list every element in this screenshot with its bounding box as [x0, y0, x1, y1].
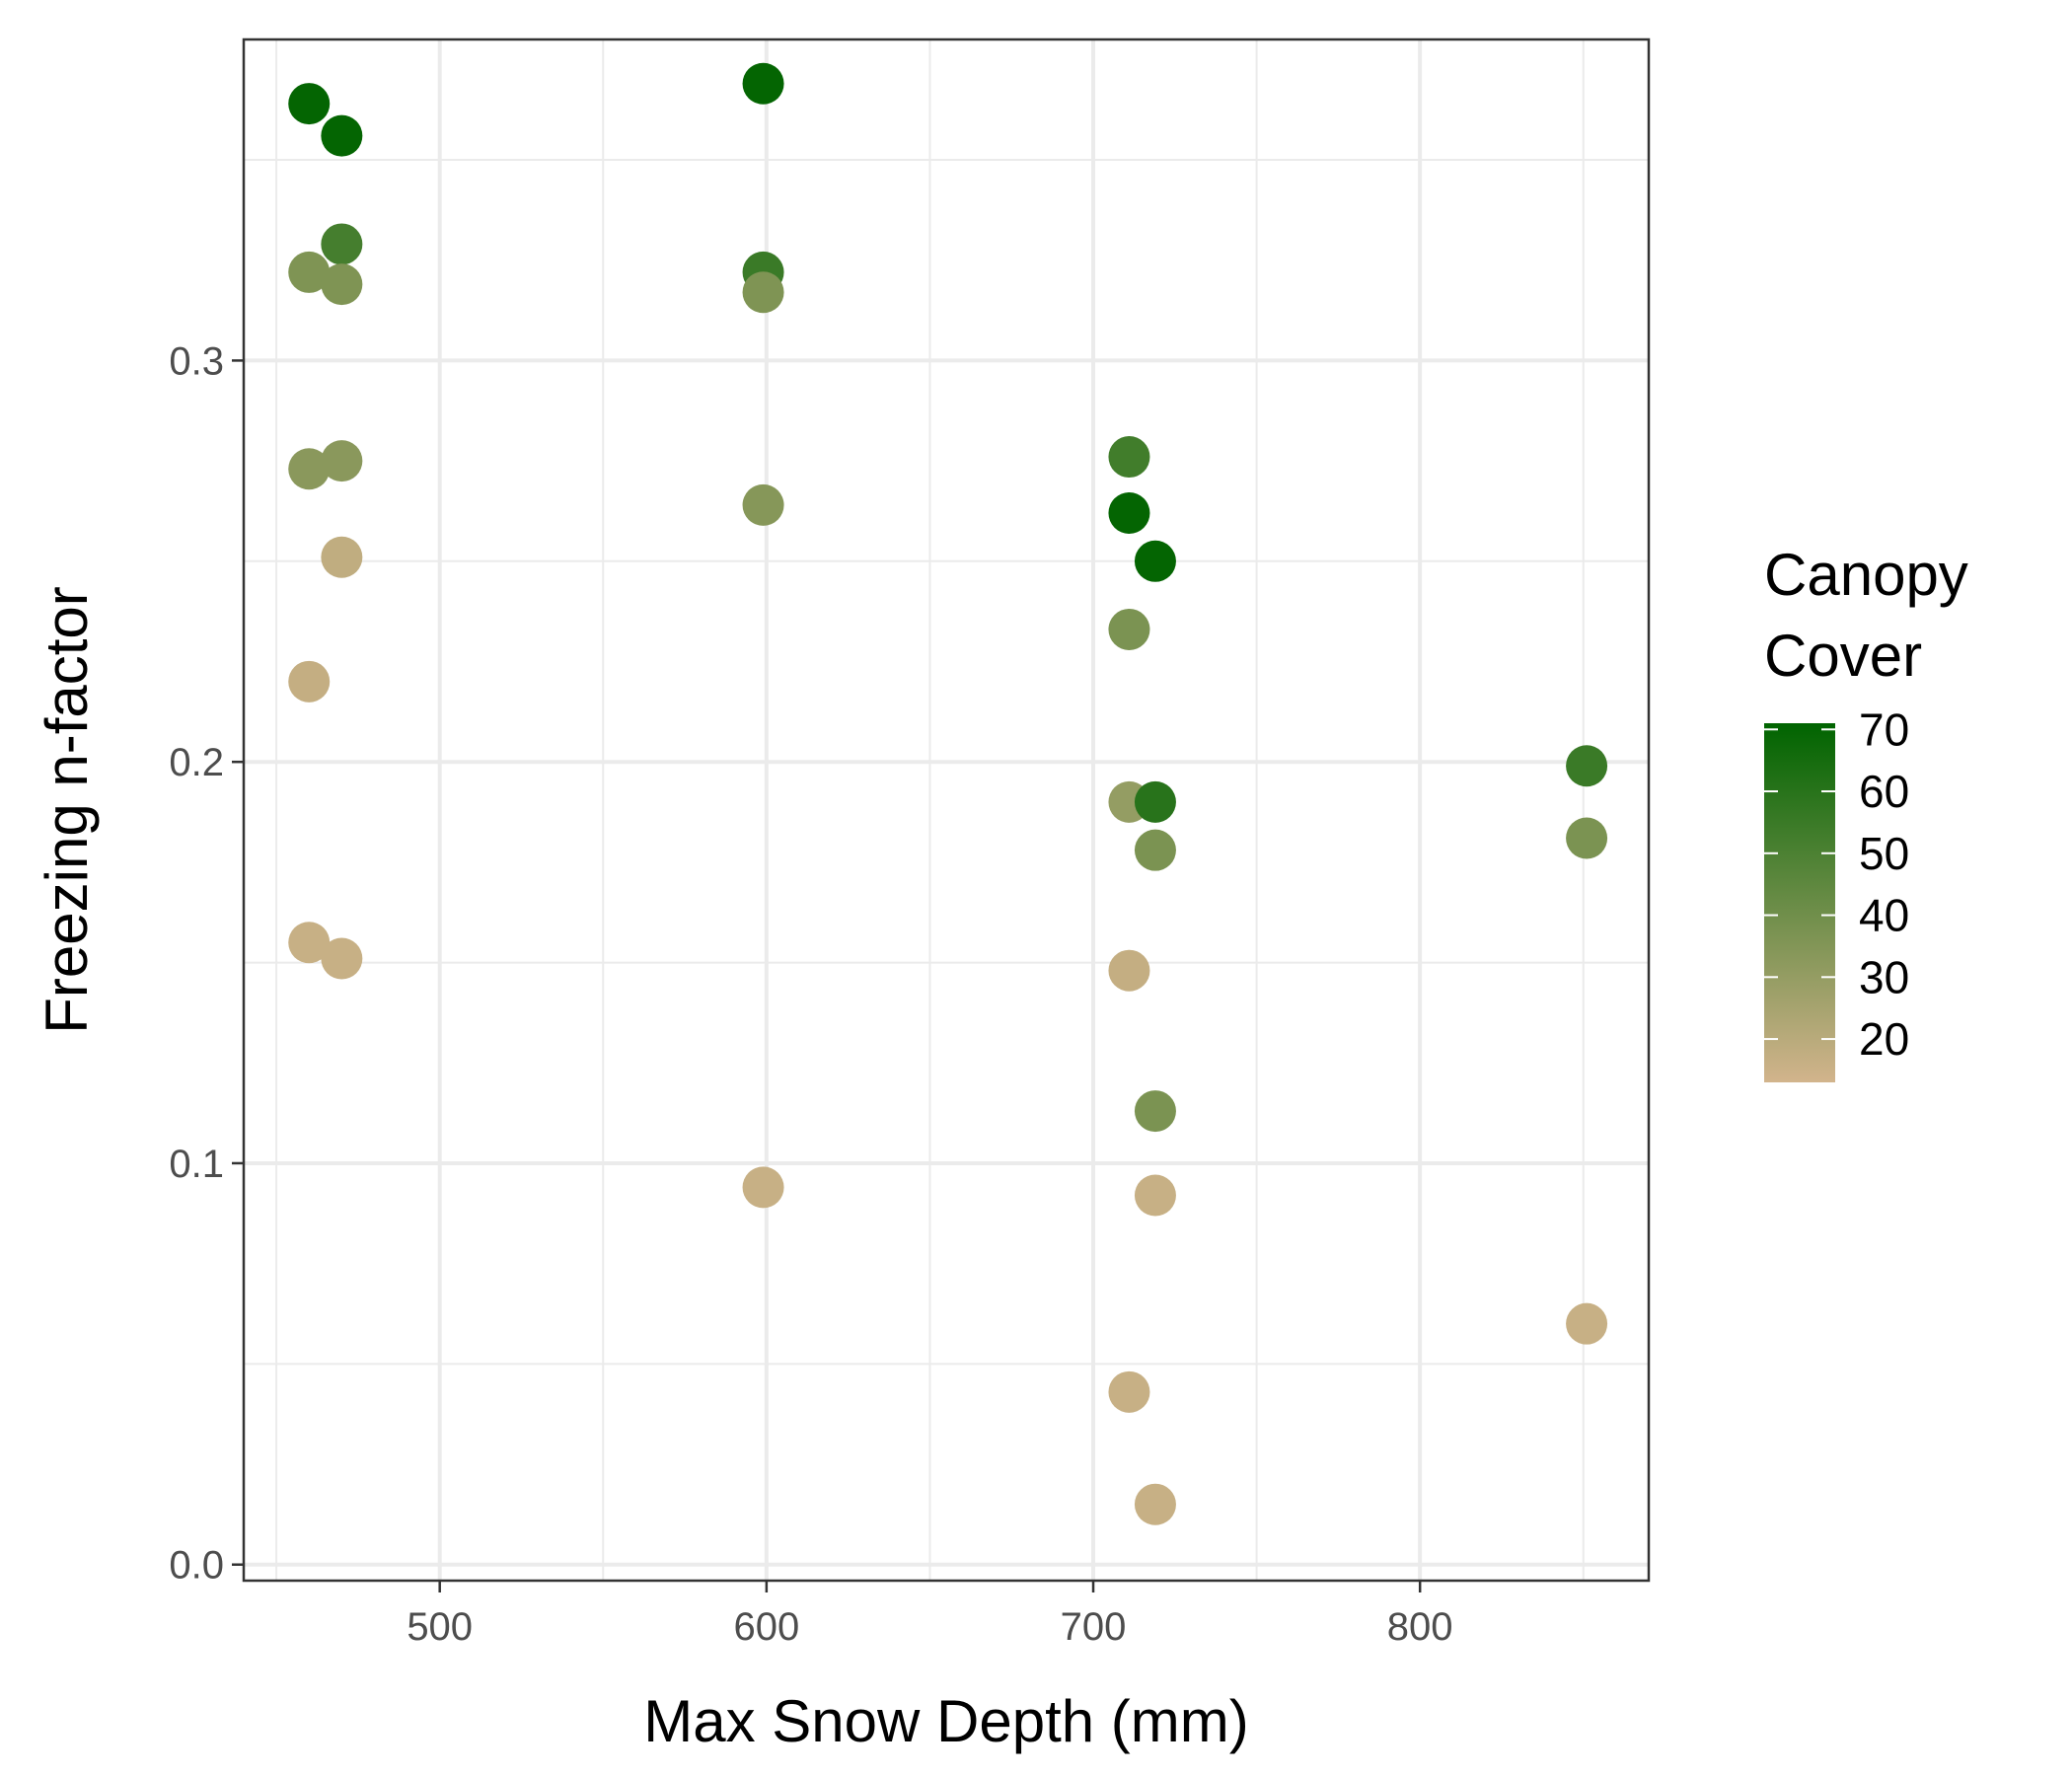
y-tick-label: 0.3 [169, 339, 224, 383]
legend-ticks: 20 30 40 50 60 70 [1764, 703, 1909, 1065]
x-axis: 500 600 700 800 [407, 1581, 1453, 1649]
legend-tick-label: 40 [1859, 890, 1909, 941]
y-tick-label: 0.1 [169, 1143, 224, 1186]
data-point [288, 448, 331, 490]
data-point [1134, 540, 1176, 582]
data-point [1108, 949, 1150, 992]
data-point [288, 660, 331, 703]
data-point [1134, 1483, 1176, 1525]
data-point [321, 440, 363, 482]
legend-tick-label: 30 [1859, 951, 1909, 1002]
x-tick-label: 500 [407, 1605, 473, 1649]
data-point [321, 937, 363, 980]
data-point [1134, 1090, 1176, 1133]
data-point [321, 536, 363, 578]
legend: Canopy Cover 20 30 40 50 60 70 [1764, 542, 1968, 1082]
data-point [288, 922, 331, 964]
legend-tick-label: 50 [1859, 828, 1909, 879]
data-point [742, 1166, 784, 1209]
data-point [742, 271, 784, 314]
data-point [288, 251, 331, 293]
y-axis-title: Freezing n-factor [34, 586, 100, 1034]
data-point [1108, 436, 1150, 479]
legend-colorbar [1764, 723, 1835, 1082]
y-tick-label: 0.2 [169, 741, 224, 784]
points-layer [288, 62, 1608, 1525]
grid-minor [244, 39, 1649, 1581]
data-point [288, 83, 331, 125]
x-axis-title: Max Snow Depth (mm) [643, 1688, 1248, 1754]
x-tick-label: 700 [1061, 1605, 1127, 1649]
data-point [742, 483, 784, 526]
data-point [321, 114, 363, 157]
data-point [1566, 745, 1608, 787]
legend-tick-label: 70 [1859, 703, 1909, 755]
data-point [1134, 1174, 1176, 1217]
data-point [1108, 491, 1150, 534]
data-point [1566, 1302, 1608, 1345]
panel-background [244, 39, 1649, 1581]
data-point [1134, 780, 1176, 823]
legend-tick-label: 20 [1859, 1013, 1909, 1065]
data-point [1566, 817, 1608, 859]
data-point [321, 263, 363, 306]
x-tick-label: 600 [733, 1605, 799, 1649]
x-tick-label: 800 [1387, 1605, 1453, 1649]
legend-title-line-2: Cover [1764, 623, 1922, 689]
data-point [1134, 829, 1176, 871]
legend-tick-label: 60 [1859, 766, 1909, 817]
panel-border [242, 37, 1651, 1583]
data-point [1108, 608, 1150, 650]
legend-title-line-1: Canopy [1764, 542, 1968, 608]
data-point [1108, 1370, 1150, 1413]
y-tick-label: 0.0 [169, 1544, 224, 1588]
data-point [321, 223, 363, 265]
data-point [742, 62, 784, 105]
y-axis: 0.0 0.1 0.2 0.3 [169, 339, 244, 1588]
plot-panel [242, 37, 1651, 1583]
